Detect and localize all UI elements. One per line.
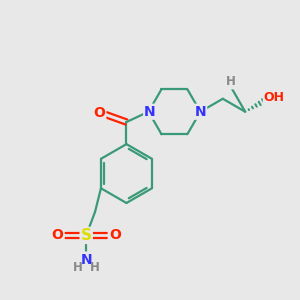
Text: O: O: [109, 228, 121, 242]
Text: N: N: [194, 105, 206, 119]
Text: S: S: [81, 228, 92, 243]
Text: N: N: [144, 105, 156, 119]
Text: H: H: [89, 261, 99, 274]
Text: N: N: [80, 253, 92, 266]
Text: H: H: [226, 75, 236, 88]
Text: O: O: [52, 228, 64, 242]
Text: H: H: [73, 261, 83, 274]
Text: O: O: [93, 106, 105, 120]
Text: OH: OH: [264, 91, 285, 104]
